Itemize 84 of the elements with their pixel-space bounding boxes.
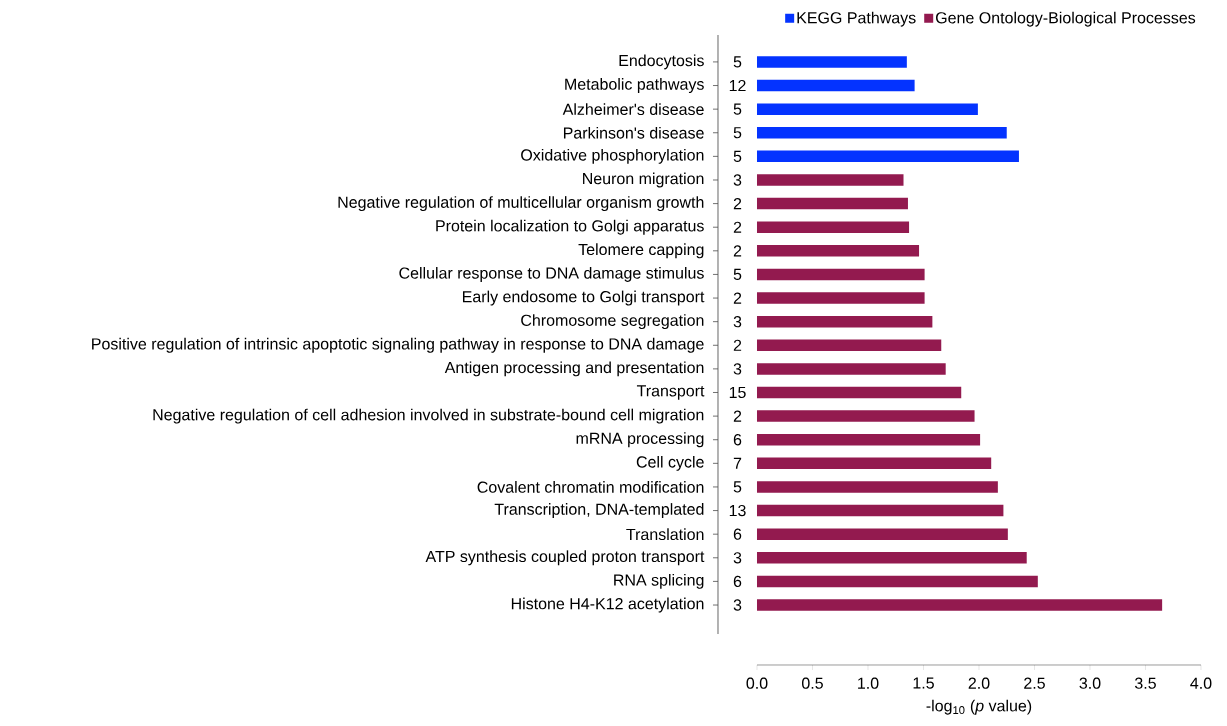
y-tick-label: Transcription, DNA-templated: [494, 503, 704, 519]
text: 5: [733, 150, 742, 162]
bar: [756, 528, 1008, 540]
text: 7: [733, 457, 742, 469]
bar: [756, 315, 933, 328]
text: 5: [733, 56, 742, 68]
text: 2: [733, 221, 742, 233]
text: 2: [733, 245, 742, 257]
text: 5: [733, 481, 742, 493]
bar: [756, 221, 910, 233]
x-tick-label: 3.0: [1079, 677, 1101, 689]
bar: [756, 245, 920, 257]
text: 2: [733, 292, 742, 304]
bar: [756, 481, 998, 493]
text: 3: [733, 599, 742, 611]
y-tick-label: Positive regulation of intrinsic apoptotic signaling pathway in response to DNA damage: [92, 337, 704, 353]
x-tick-label: 0.0: [746, 677, 768, 689]
y-tick-label: Negative regulation of cell adhesion involved in substrate-bound cell migration: [153, 408, 704, 424]
text: 6: [733, 528, 742, 540]
bar: [756, 127, 1007, 139]
text: 12: [729, 79, 746, 92]
y-tick-label: ATP synthesis coupled proton transport: [425, 550, 705, 566]
bar: [756, 79, 915, 92]
y-tick-label: Early endosome to Golgi transport: [462, 290, 705, 306]
y-tick-label: Protein localization to Golgi apparatus: [436, 219, 704, 235]
y-tick-label: Telomere capping: [578, 243, 704, 259]
x-tick-label: 3.5: [1134, 677, 1156, 689]
y-tick-label: Translation: [626, 528, 704, 541]
y-tick-label: Oxidative phosphorylation: [521, 148, 704, 164]
text: 5: [733, 268, 742, 281]
bar: [756, 103, 978, 115]
bar: [756, 363, 946, 375]
bar: [756, 386, 962, 399]
legend-label: Gene Ontology-Biological Processes: [936, 11, 1196, 27]
y-tick-label: Histone H4-K12 acetylation: [511, 597, 704, 613]
text: 3: [733, 552, 742, 564]
y-tick-label: Covalent chromatin modification: [477, 481, 704, 493]
x-tick-label: 2.5: [1024, 677, 1045, 689]
bar: [756, 268, 925, 281]
y-tick-label: Parkinson's disease: [563, 126, 704, 139]
x-tick-label: 2.0: [968, 677, 990, 689]
bar: [756, 552, 1027, 564]
x-tick-label: 0.5: [802, 677, 823, 689]
x-axis-title: -log$_{10}$ (p value): [926, 699, 1032, 715]
bar: [756, 174, 904, 186]
bar: [756, 457, 992, 470]
text: 2: [733, 339, 742, 351]
x-tick-label: 4.0: [1190, 677, 1212, 689]
y-tick-label: Alzheimer's disease: [562, 103, 704, 116]
text: 15: [729, 386, 746, 399]
x-tick-label: 1.5: [913, 677, 934, 689]
y-tick-label: Neuron migration: [583, 172, 704, 188]
text: 5: [733, 127, 742, 139]
bar: [756, 433, 981, 446]
y-tick-label: Metabolic pathways: [565, 78, 704, 93]
text: 3: [733, 363, 742, 375]
y-tick-label: RNA splicing: [614, 573, 704, 589]
bar: [756, 504, 1004, 517]
text: 6: [733, 434, 742, 446]
text: 3: [733, 174, 742, 186]
y-tick-label: Cellular response to DNA damage stimulus: [399, 266, 704, 282]
bar: [756, 575, 1038, 588]
y-tick-label: Transport: [636, 385, 705, 400]
text: 13: [729, 504, 746, 517]
y-tick-label: Negative regulation of multicellular organism growth: [338, 196, 704, 212]
y-tick-label: Antigen processing and presentation: [444, 361, 704, 377]
bar: [756, 599, 1163, 611]
bar: [756, 197, 908, 210]
text: 6: [733, 575, 742, 588]
x-tick-label: 1.0: [858, 677, 879, 689]
bar: [756, 410, 975, 422]
text: 3: [733, 316, 742, 328]
bar: [756, 292, 925, 304]
bar: [756, 339, 942, 352]
text: 5: [733, 103, 742, 115]
text: 2: [733, 198, 742, 210]
legend-label: KEGG Pathways: [797, 11, 916, 27]
y-tick-label: Cell cycle: [636, 455, 704, 471]
bar: [756, 56, 907, 68]
y-tick-label: Chromosome segregation: [521, 314, 704, 330]
y-tick-label: mRNA processing: [576, 432, 704, 448]
y-tick-label: Endocytosis: [619, 54, 704, 70]
text: 2: [733, 410, 742, 422]
bar: [756, 150, 1019, 163]
